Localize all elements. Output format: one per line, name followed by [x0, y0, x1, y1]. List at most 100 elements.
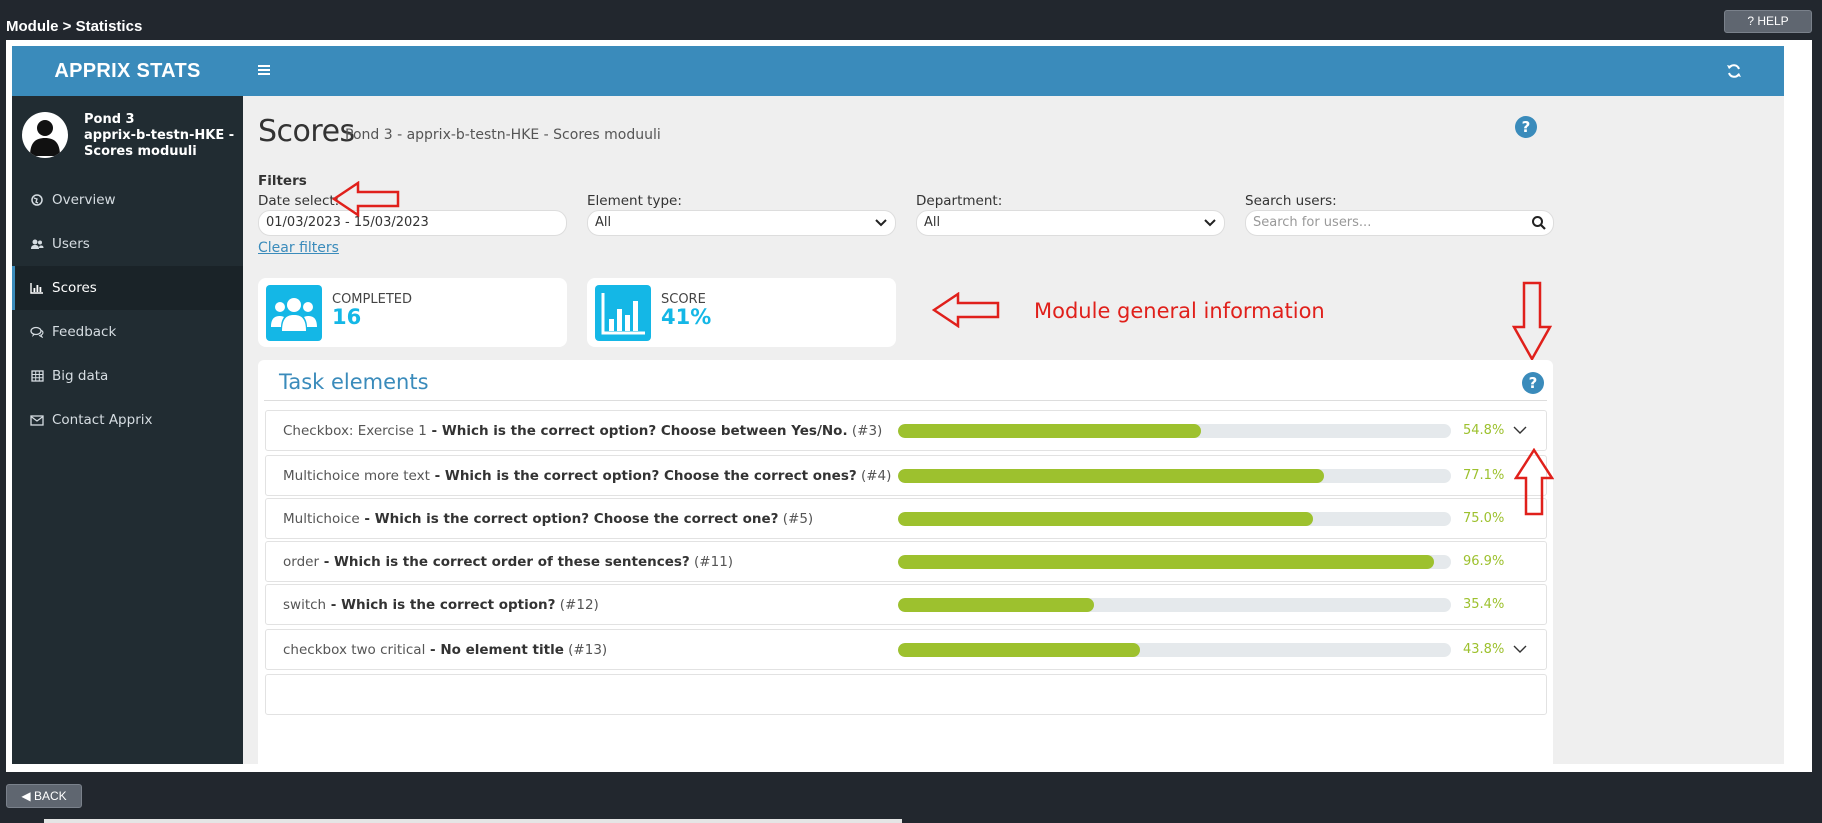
stats-app: APPRIX STATS Pond 3 apprix-b-testn-HKE -… — [12, 46, 1784, 764]
completed-card: COMPLETED 16 — [258, 278, 567, 347]
percent-label: 54.8% — [1463, 423, 1505, 438]
task-text: Multichoice more text - Which is the cor… — [283, 468, 892, 484]
help-question-icon[interactable]: ? — [1515, 116, 1537, 138]
task-text: switch - Which is the correct option? (#… — [283, 597, 599, 613]
app-topbar: Module > Statistics ? HELP — [0, 0, 1822, 40]
task-row[interactable] — [265, 674, 1547, 715]
percent-label: 96.9% — [1463, 554, 1505, 569]
bar-chart-icon — [30, 266, 44, 310]
back-button[interactable]: ◀ BACK — [6, 784, 82, 808]
task-row[interactable]: checkbox two critical - No element title… — [265, 629, 1547, 670]
date-select-label: Date select: — [258, 193, 340, 209]
percent-label: 77.1% — [1463, 468, 1505, 483]
task-text: checkbox two critical - No element title… — [283, 642, 608, 658]
task-row[interactable]: Checkbox: Exercise 1 - Which is the corr… — [265, 410, 1547, 451]
comments-icon — [30, 310, 44, 354]
date-range-input[interactable]: 01/03/2023 - 15/03/2023 — [258, 210, 567, 236]
group-users-icon — [266, 285, 322, 341]
user-line-3: Scores moduuli — [84, 144, 197, 159]
task-row[interactable]: Multichoice more text - Which is the cor… — [265, 455, 1547, 496]
page-subtitle: Pond 3 - apprix-b-testn-HKE - Scores mod… — [345, 127, 661, 143]
progress-fill — [898, 424, 1202, 438]
bar-chart-icon — [595, 285, 651, 341]
progress-bar — [898, 643, 1451, 657]
task-text: Multichoice - Which is the correct optio… — [283, 511, 814, 527]
progress-fill — [898, 643, 1141, 657]
globe-icon — [30, 178, 44, 222]
sidebar-item-scores[interactable]: Scores — [12, 266, 243, 310]
element-type-select[interactable]: All — [587, 210, 896, 236]
annotation-arrow-up — [1514, 448, 1554, 516]
sidebar-item-label: Contact Apprix — [52, 412, 153, 428]
sidebar-item-contact-apprix[interactable]: Contact Apprix — [12, 398, 243, 442]
chevron-down-icon — [1204, 219, 1216, 227]
clear-filters-link[interactable]: Clear filters — [258, 240, 339, 256]
date-range-value: 01/03/2023 - 15/03/2023 — [266, 215, 429, 230]
element-type-value: All — [595, 215, 612, 230]
sidebar-item-label: Big data — [52, 368, 109, 384]
progress-fill — [898, 598, 1094, 612]
envelope-icon — [30, 398, 44, 442]
progress-bar — [898, 598, 1451, 612]
table-icon — [30, 354, 44, 398]
sidebar-item-label: Users — [52, 236, 90, 252]
department-select[interactable]: All — [916, 210, 1225, 236]
annotation-label: Module general information — [1034, 299, 1325, 323]
task-row[interactable]: switch - Which is the correct option? (#… — [265, 584, 1547, 625]
department-label: Department: — [916, 193, 1003, 209]
refresh-icon[interactable] — [1726, 63, 1742, 79]
sidebar-item-label: Feedback — [52, 324, 117, 340]
brand-logo[interactable]: APPRIX STATS — [12, 46, 243, 96]
hamburger-menu-icon[interactable] — [257, 62, 273, 78]
percent-label: 75.0% — [1463, 511, 1505, 526]
bottom-strip — [44, 819, 902, 823]
sidebar-item-label: Scores — [52, 280, 97, 296]
element-type-label: Element type: — [587, 193, 682, 209]
content-frame: APPRIX STATS Pond 3 apprix-b-testn-HKE -… — [6, 40, 1812, 772]
back-label: BACK — [33, 789, 67, 803]
page-title: Scores — [258, 114, 355, 149]
sidebar-item-overview[interactable]: Overview — [12, 178, 243, 222]
completed-label: COMPLETED — [332, 292, 412, 307]
help-button[interactable]: ? HELP — [1724, 10, 1812, 33]
header-bar — [243, 46, 1784, 96]
completed-value: 16 — [332, 305, 362, 329]
search-icon[interactable] — [1531, 215, 1547, 231]
progress-bar — [898, 512, 1451, 526]
progress-bar — [898, 469, 1451, 483]
sidebar-item-users[interactable]: Users — [12, 222, 243, 266]
progress-fill — [898, 469, 1325, 483]
divider — [264, 400, 1547, 401]
user-name: Pond 3 apprix-b-testn-HKE - Scores moduu… — [84, 112, 234, 160]
department-value: All — [924, 215, 941, 230]
chevron-down-icon[interactable] — [1513, 644, 1527, 654]
avatar — [22, 112, 68, 158]
help-question-icon[interactable]: ? — [1522, 372, 1544, 394]
task-text: order - Which is the correct order of th… — [283, 554, 734, 570]
annotation-arrow-general-info — [932, 292, 1000, 328]
breadcrumb: Module > Statistics — [6, 18, 143, 35]
sidebar: APPRIX STATS Pond 3 apprix-b-testn-HKE -… — [12, 46, 243, 764]
sidebar-item-big-data[interactable]: Big data — [12, 354, 243, 398]
search-placeholder: Search for users... — [1253, 215, 1372, 230]
search-users-label: Search users: — [1245, 193, 1337, 209]
task-elements-panel: Task elements ? Checkbox: Exercise 1 - W… — [258, 360, 1554, 764]
chevron-down-icon[interactable] — [1513, 425, 1527, 435]
progress-bar — [898, 424, 1451, 438]
user-line-2: apprix-b-testn-HKE - — [84, 128, 235, 143]
sidebar-item-feedback[interactable]: Feedback — [12, 310, 243, 354]
task-row[interactable]: Multichoice - Which is the correct optio… — [265, 498, 1547, 539]
percent-label: 35.4% — [1463, 597, 1505, 612]
sidebar-item-label: Overview — [52, 192, 116, 208]
progress-fill — [898, 555, 1434, 569]
task-text: Checkbox: Exercise 1 - Which is the corr… — [283, 423, 883, 439]
filters-heading: Filters — [258, 173, 307, 189]
progress-fill — [898, 512, 1313, 526]
users-icon — [30, 222, 44, 266]
annotation-arrow-down — [1512, 281, 1552, 361]
search-users-input[interactable]: Search for users... — [1245, 210, 1554, 236]
user-line-1: Pond 3 — [84, 112, 135, 127]
user-avatar-icon — [30, 120, 60, 156]
main-content: Scores Pond 3 - apprix-b-testn-HKE - Sco… — [243, 96, 1784, 764]
task-row[interactable]: order - Which is the correct order of th… — [265, 541, 1547, 582]
